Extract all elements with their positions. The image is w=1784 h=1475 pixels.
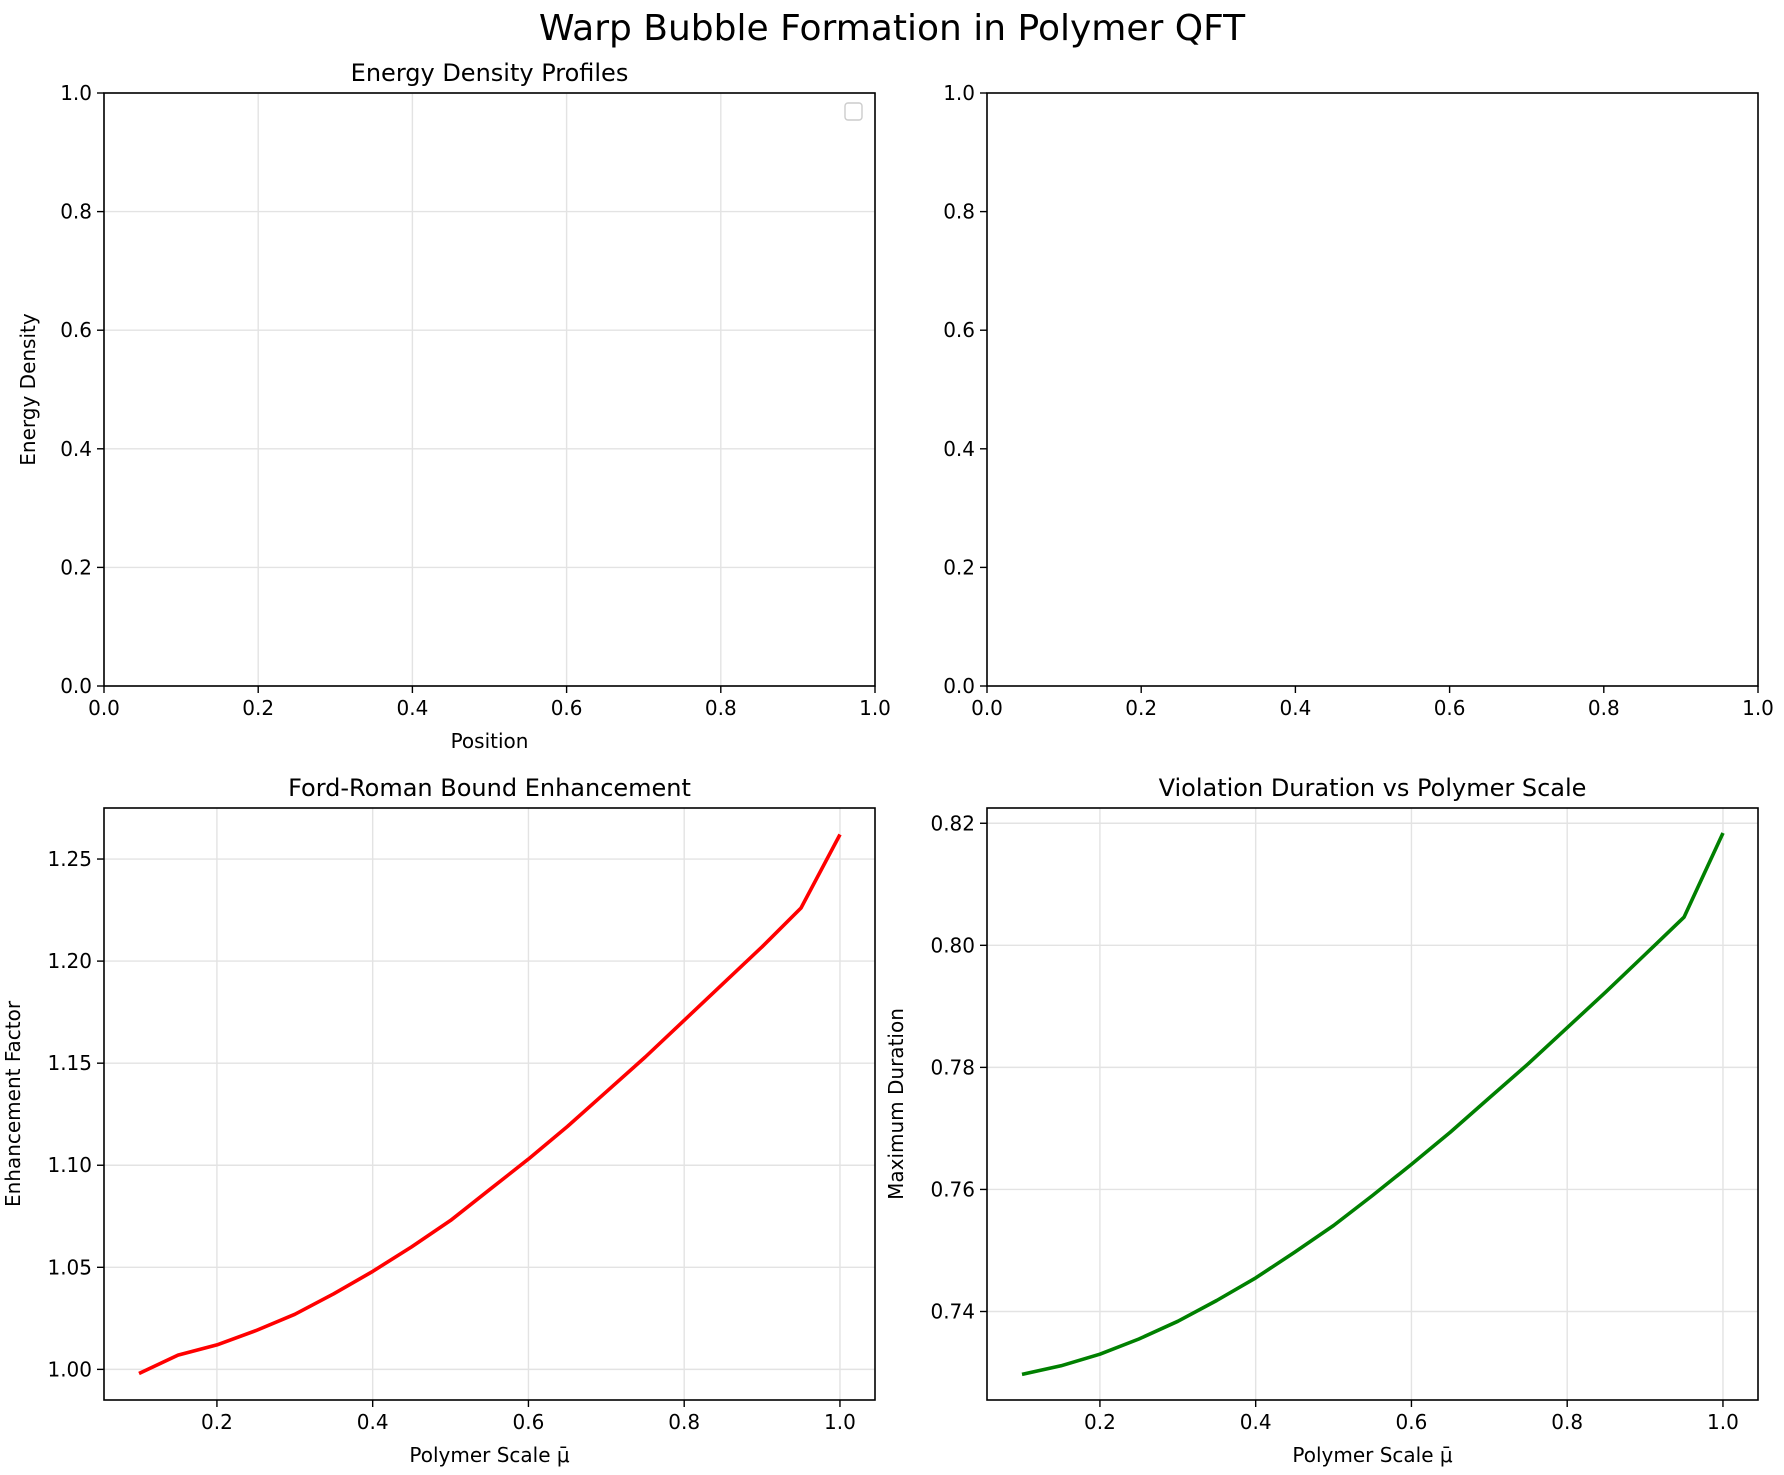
x-tick-label: 0.0 <box>971 696 1003 720</box>
y-tick-label: 1.05 <box>47 1255 92 1279</box>
y-axis-label: Enhancement Factor <box>1 1000 25 1207</box>
series-line <box>138 833 842 1376</box>
y-axis-label: Energy Density <box>16 313 40 466</box>
x-tick-label: 0.2 <box>201 1410 233 1434</box>
y-tick-label: 0.4 <box>943 437 975 461</box>
y-tick-label: 0.74 <box>930 1300 975 1324</box>
y-tick-label: 0.0 <box>60 674 92 698</box>
x-tick-label: 0.8 <box>1551 1410 1583 1434</box>
x-tick-label: 0.2 <box>242 696 274 720</box>
x-axis-label: Polymer Scale μ̄ <box>1292 1443 1453 1467</box>
subplot-title: Violation Duration vs Polymer Scale <box>1159 774 1587 802</box>
subplot-2: 0.0 0.2 0.4 0.6 0.8 1.0 0.0 0.2 0.4 0.6 0.8 1.0 <box>943 81 1774 720</box>
y-tick-label: 0.4 <box>60 437 92 461</box>
subplot-1: 0.0 0.2 0.4 0.6 0.8 1.0 0.0 0.2 0.4 0.6 0.8 1.0 Ener… <box>16 59 891 753</box>
x-tick-label: 0.6 <box>1434 696 1466 720</box>
y-tick-label: 0.2 <box>943 555 975 579</box>
x-tick-label: 1.0 <box>824 1410 856 1434</box>
y-tick-label: 1.0 <box>943 81 975 105</box>
x-axis-label: Polymer Scale μ̄ <box>409 1443 570 1467</box>
y-tick-label: 0.76 <box>930 1177 975 1201</box>
y-tick-label: 0.78 <box>930 1055 975 1079</box>
x-tick-label: 0.4 <box>357 1410 389 1434</box>
axes-frame <box>986 807 1759 1401</box>
y-tick-label: 1.10 <box>47 1153 92 1177</box>
x-tick-label: 0.2 <box>1125 696 1157 720</box>
y-tick-label: 1.00 <box>47 1357 92 1381</box>
x-tick-label: 0.8 <box>705 696 737 720</box>
x-tick-label: 1.0 <box>859 696 891 720</box>
x-tick-label: 0.8 <box>668 1410 700 1434</box>
series-line <box>1021 832 1725 1377</box>
subplot-4: 0.2 0.4 0.6 0.8 1.0 0.74 0.76 0.78 0.80 0.82 Viola… <box>884 774 1759 1467</box>
subplot-3: 0.2 0.4 0.6 0.8 1.0 1.00 1.05 1.10 1.15 1.20 1.25 F… <box>1 774 876 1467</box>
x-axis-label: Position <box>451 729 529 753</box>
x-tick-label: 0.0 <box>88 696 120 720</box>
y-tick-label: 0.8 <box>60 200 92 224</box>
axes-frame <box>103 807 876 1401</box>
x-tick-label: 0.4 <box>1240 1410 1272 1434</box>
y-tick-label: 1.20 <box>47 949 92 973</box>
x-tick-label: 0.6 <box>513 1410 545 1434</box>
y-axis-label: Maximum Duration <box>884 1008 908 1200</box>
y-tick-label: 0.2 <box>60 555 92 579</box>
y-tick-label: 0.6 <box>60 318 92 342</box>
x-tick-label: 0.2 <box>1084 1410 1116 1434</box>
subplot-title: Ford-Roman Bound Enhancement <box>288 774 691 802</box>
axes-frame <box>103 92 876 687</box>
x-tick-label: 0.6 <box>1396 1410 1428 1434</box>
y-tick-label: 0.8 <box>943 200 975 224</box>
subplot-grid: 0.0 0.2 0.4 0.6 0.8 1.0 0.0 0.2 0.4 0.6 0.8 1.0 Ener… <box>1 59 1774 1467</box>
axes-frame <box>986 92 1759 687</box>
x-tick-label: 0.8 <box>1588 696 1620 720</box>
y-tick-label: 1.25 <box>47 847 92 871</box>
y-tick-label: 0.0 <box>943 674 975 698</box>
y-tick-label: 0.6 <box>943 318 975 342</box>
x-tick-label: 1.0 <box>1742 696 1774 720</box>
subplot-title: Energy Density Profiles <box>351 59 629 87</box>
y-tick-label: 1.15 <box>47 1051 92 1075</box>
x-tick-label: 0.6 <box>551 696 583 720</box>
figure-suptitle: Warp Bubble Formation in Polymer QFT <box>539 8 1246 49</box>
x-tick-label: 0.4 <box>1279 696 1311 720</box>
y-tick-label: 0.80 <box>930 933 975 957</box>
legend-box <box>844 102 863 121</box>
y-tick-label: 0.82 <box>930 811 975 835</box>
y-tick-label: 1.0 <box>60 81 92 105</box>
x-tick-label: 1.0 <box>1707 1410 1739 1434</box>
x-tick-label: 0.4 <box>396 696 428 720</box>
